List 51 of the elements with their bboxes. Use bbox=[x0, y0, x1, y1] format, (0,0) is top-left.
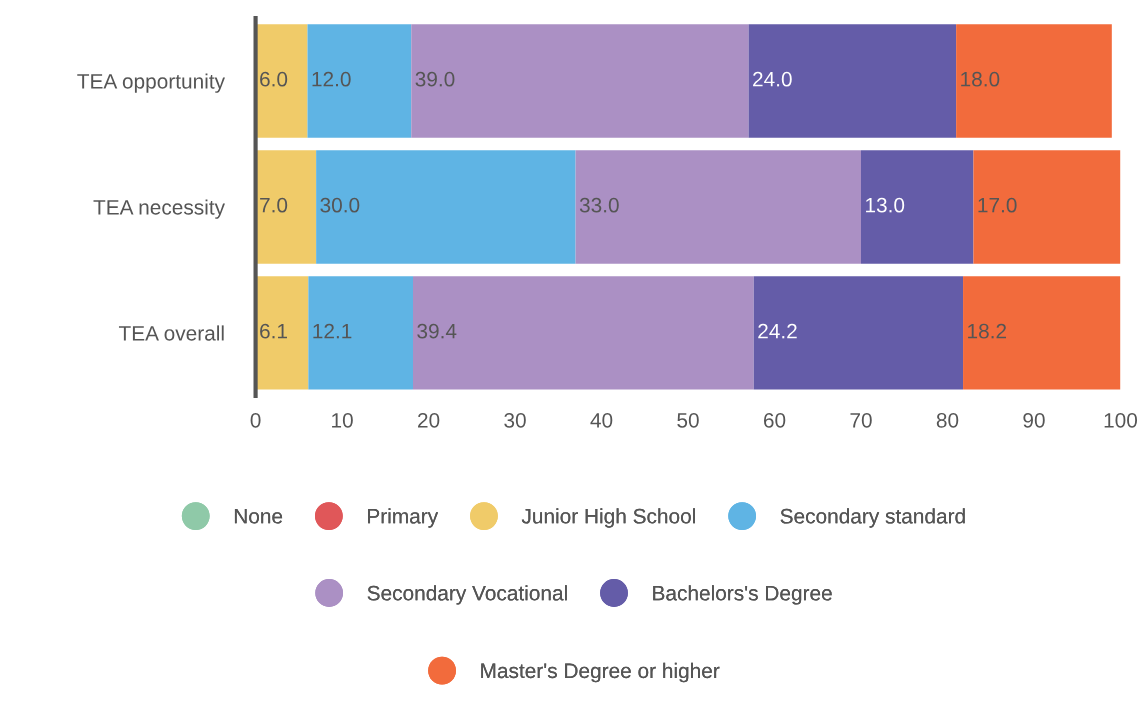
data-label: 7.0 bbox=[260, 197, 288, 213]
x-tick-label: 90 bbox=[1023, 412, 1045, 428]
bar bbox=[411, 24, 749, 138]
data-label: 24.2 bbox=[758, 323, 797, 339]
data-label: 18.0 bbox=[961, 71, 1000, 87]
data-label: 30.0 bbox=[320, 197, 360, 213]
bar bbox=[575, 150, 861, 264]
x-tick-label: 80 bbox=[936, 412, 959, 428]
x-tick-label: 20 bbox=[418, 412, 440, 428]
bar bbox=[956, 24, 1112, 138]
x-tick-label: 60 bbox=[763, 412, 786, 428]
legend-label: Secondary Vocational bbox=[367, 585, 567, 605]
bar bbox=[316, 150, 576, 264]
bar bbox=[307, 24, 412, 138]
bar bbox=[973, 150, 1121, 264]
data-label: 17.0 bbox=[978, 197, 1017, 213]
x-tick-label: 70 bbox=[850, 412, 872, 428]
data-label: 24.0 bbox=[753, 71, 792, 87]
x-tick-label: 50 bbox=[677, 412, 699, 428]
data-label: 12.1 bbox=[313, 323, 352, 339]
legend-label: Secondary standard bbox=[780, 508, 965, 528]
bar bbox=[861, 150, 974, 264]
x-tick-label: 40 bbox=[590, 412, 613, 428]
y-tick-label: TEA necessity bbox=[93, 199, 225, 219]
bar bbox=[255, 150, 317, 264]
bar bbox=[753, 276, 964, 390]
data-label: 39.4 bbox=[417, 323, 457, 339]
y-tick-label: TEA opportunity bbox=[77, 73, 225, 93]
data-label: 18.2 bbox=[968, 323, 1007, 339]
legend-label: Master's Degree or higher bbox=[481, 662, 720, 683]
legend-label: Bachelors's Degree bbox=[653, 585, 832, 605]
bar bbox=[308, 276, 413, 390]
bar bbox=[748, 24, 957, 138]
bar bbox=[412, 276, 754, 390]
bar bbox=[255, 276, 309, 390]
legend-label: Junior High School bbox=[521, 508, 695, 528]
y-tick-label: TEA overall bbox=[118, 325, 224, 341]
data-label: 6.0 bbox=[260, 71, 288, 87]
bar bbox=[255, 24, 308, 138]
data-label: 13.0 bbox=[866, 197, 905, 213]
data-label: 33.0 bbox=[579, 197, 619, 213]
data-label: 12.0 bbox=[312, 71, 351, 87]
data-label: 6.1 bbox=[260, 323, 287, 339]
x-tick-label: 0 bbox=[250, 412, 261, 428]
legend-label: Primary bbox=[368, 508, 439, 528]
x-tick-label: 10 bbox=[332, 412, 353, 428]
bar bbox=[963, 276, 1121, 390]
legend-label: None bbox=[234, 509, 283, 524]
data-label: 39.0 bbox=[415, 71, 455, 87]
x-tick-label: 100 bbox=[1104, 412, 1138, 428]
x-tick-label: 30 bbox=[504, 412, 526, 428]
